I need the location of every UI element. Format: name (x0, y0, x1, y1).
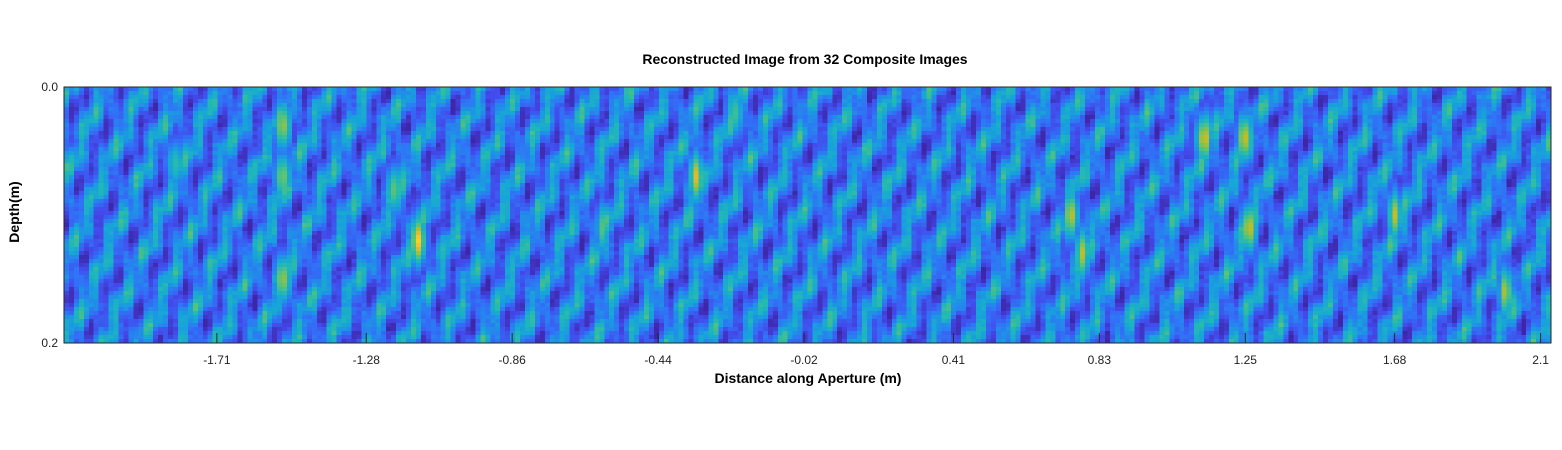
x-tick-label: 1.25 (1234, 353, 1258, 367)
y-tick-label: 0.0 (41, 80, 58, 94)
x-tick-label: -0.02 (790, 353, 818, 367)
x-tick-label: 2.1 (1532, 353, 1549, 367)
x-axis-label: Distance along Aperture (m) (715, 370, 902, 386)
y-tick-label: 0.2 (41, 336, 58, 350)
heatmap-image (64, 87, 1551, 343)
x-tick-label: 1.68 (1383, 353, 1407, 367)
chart-title: Reconstructed Image from 32 Composite Im… (642, 51, 967, 67)
x-tick-label: -1.28 (353, 353, 381, 367)
plot-frame (63, 86, 1552, 344)
y-axis: 0.0 0.2 (41, 80, 74, 350)
heatmap-raster (64, 87, 1551, 343)
x-tick-label: -0.86 (499, 353, 527, 367)
x-tick-label: -0.44 (644, 353, 672, 367)
x-axis: -1.71 -1.28 -0.86 -0.44 -0.02 0.41 0.83 1.25 1.6… (203, 333, 1549, 367)
x-tick-label: 0.83 (1088, 353, 1112, 367)
x-tick-label: 0.41 (942, 353, 966, 367)
y-axis-label: Depth(m) (6, 181, 22, 242)
x-tick-label: -1.71 (203, 353, 231, 367)
